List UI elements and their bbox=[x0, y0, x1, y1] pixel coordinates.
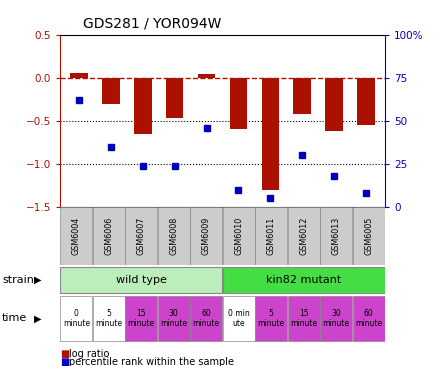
Text: GSM6005: GSM6005 bbox=[364, 217, 373, 255]
Bar bbox=[230, 78, 247, 129]
Text: GSM6010: GSM6010 bbox=[234, 217, 243, 255]
Text: ■: ■ bbox=[60, 357, 69, 366]
Bar bbox=[61, 296, 92, 341]
Bar bbox=[125, 296, 157, 341]
Bar bbox=[190, 208, 222, 265]
Bar bbox=[325, 78, 343, 131]
Bar bbox=[353, 208, 384, 265]
Bar bbox=[158, 208, 190, 265]
Bar bbox=[223, 296, 255, 341]
Bar bbox=[198, 74, 215, 78]
Bar bbox=[353, 296, 384, 341]
Bar bbox=[166, 78, 183, 118]
Bar bbox=[223, 267, 384, 293]
Text: GSM6011: GSM6011 bbox=[267, 217, 276, 255]
Text: 15
minute: 15 minute bbox=[290, 309, 317, 328]
Text: 0 min
ute: 0 min ute bbox=[228, 309, 250, 328]
Text: GDS281 / YOR094W: GDS281 / YOR094W bbox=[83, 17, 221, 31]
Text: GSM6009: GSM6009 bbox=[202, 217, 211, 255]
Text: strain: strain bbox=[2, 275, 34, 285]
Text: 60
minute: 60 minute bbox=[193, 309, 220, 328]
Text: ■: ■ bbox=[60, 349, 69, 359]
Bar bbox=[158, 296, 190, 341]
Bar bbox=[293, 78, 311, 114]
Bar bbox=[255, 208, 287, 265]
Text: 60
minute: 60 minute bbox=[355, 309, 382, 328]
Text: GSM6013: GSM6013 bbox=[332, 217, 341, 255]
Bar bbox=[255, 296, 287, 341]
Bar bbox=[61, 208, 92, 265]
Bar bbox=[61, 267, 222, 293]
Text: wild type: wild type bbox=[116, 275, 167, 285]
Text: percentile rank within the sample: percentile rank within the sample bbox=[69, 357, 234, 366]
Text: 5
minute: 5 minute bbox=[95, 309, 122, 328]
Text: GSM6012: GSM6012 bbox=[299, 217, 308, 255]
Text: GSM6007: GSM6007 bbox=[137, 217, 146, 255]
Bar bbox=[190, 296, 222, 341]
Bar bbox=[102, 78, 120, 104]
Bar bbox=[262, 78, 279, 190]
Bar bbox=[223, 208, 255, 265]
Text: 30
minute: 30 minute bbox=[160, 309, 187, 328]
Bar bbox=[288, 208, 320, 265]
Bar bbox=[93, 208, 125, 265]
Bar bbox=[320, 208, 352, 265]
Bar bbox=[320, 296, 352, 341]
Text: ▶: ▶ bbox=[34, 275, 41, 285]
Bar bbox=[125, 208, 157, 265]
Text: log ratio: log ratio bbox=[69, 349, 109, 359]
Bar bbox=[357, 78, 375, 125]
Text: 0
minute: 0 minute bbox=[63, 309, 90, 328]
Bar bbox=[288, 296, 320, 341]
Text: 15
minute: 15 minute bbox=[128, 309, 155, 328]
Text: ▶: ▶ bbox=[34, 313, 41, 324]
Text: 30
minute: 30 minute bbox=[323, 309, 350, 328]
Bar bbox=[70, 74, 88, 78]
Text: GSM6006: GSM6006 bbox=[104, 217, 113, 255]
Text: GSM6008: GSM6008 bbox=[169, 217, 178, 255]
Text: time: time bbox=[2, 313, 28, 324]
Text: kin82 mutant: kin82 mutant bbox=[266, 275, 341, 285]
Bar bbox=[134, 78, 152, 134]
Text: 5
minute: 5 minute bbox=[258, 309, 285, 328]
Text: GSM6004: GSM6004 bbox=[72, 217, 81, 255]
Bar bbox=[93, 296, 125, 341]
